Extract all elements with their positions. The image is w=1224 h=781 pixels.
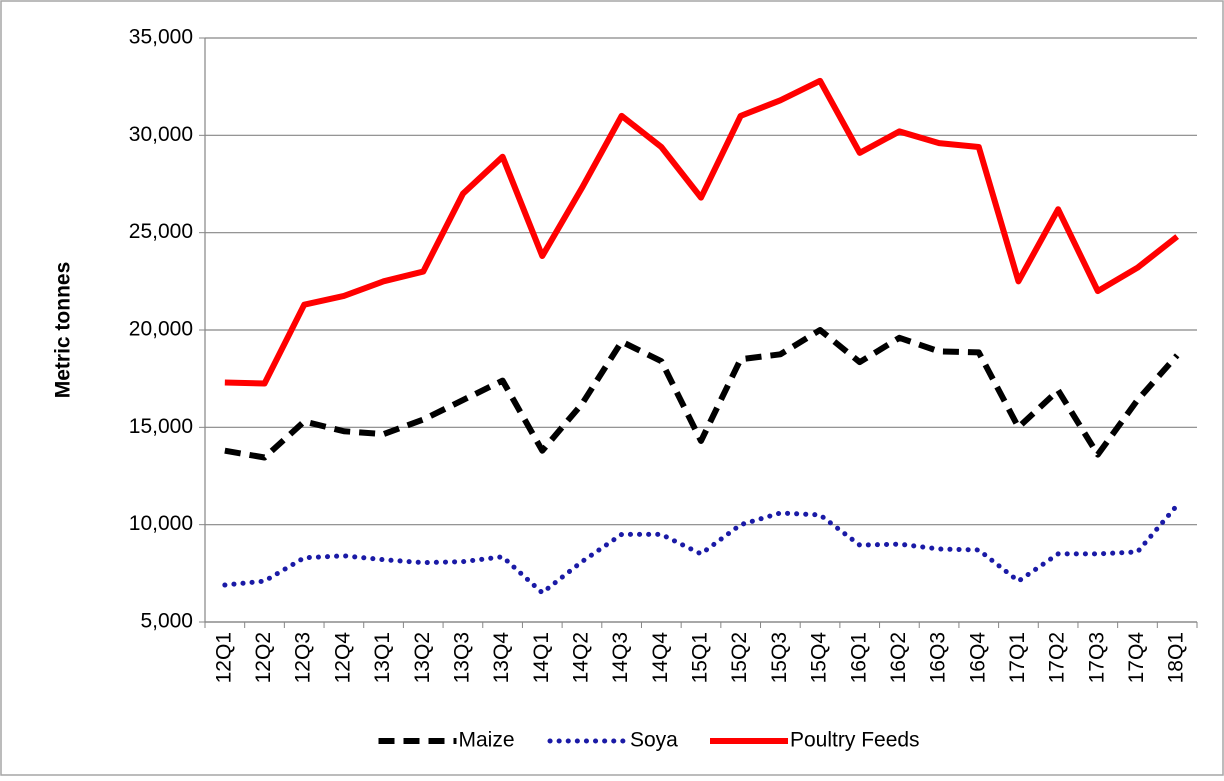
x-tick-label: 15Q3 — [768, 632, 791, 683]
x-tick-label: 13Q1 — [371, 632, 394, 683]
x-tick-label: 17Q1 — [1006, 632, 1029, 683]
x-tick-label: 12Q2 — [252, 632, 275, 683]
x-tick-label: 15Q4 — [808, 632, 831, 684]
x-tick-label: 12Q1 — [212, 632, 235, 683]
x-tick-label: 17Q3 — [1085, 632, 1108, 683]
y-tick-label: 25,000 — [129, 220, 193, 243]
y-tick-label: 35,000 — [129, 26, 193, 49]
x-tick-label: 13Q3 — [450, 632, 473, 683]
x-tick-label: 14Q4 — [649, 632, 672, 684]
x-tick-label: 16Q2 — [887, 632, 910, 683]
y-tick-label: 10,000 — [129, 512, 193, 535]
x-tick-label: 17Q2 — [1046, 632, 1069, 683]
legend-label: Soya — [630, 729, 678, 752]
x-tick-label: 16Q1 — [847, 632, 870, 683]
x-tick-label: 12Q3 — [292, 632, 315, 683]
x-tick-label: 15Q1 — [689, 632, 712, 683]
x-tick-label: 16Q4 — [966, 632, 989, 684]
x-tick-label: 14Q3 — [609, 632, 632, 683]
series-line — [224, 327, 1180, 461]
x-tick-label: 18Q1 — [1165, 632, 1188, 683]
x-tick-label: 15Q2 — [728, 632, 751, 683]
x-tick-label: 12Q4 — [331, 632, 354, 684]
x-tick-label: 17Q4 — [1125, 632, 1148, 684]
x-tick-label: 14Q2 — [570, 632, 593, 683]
y-tick-label: 20,000 — [129, 318, 193, 341]
x-tick-label: 14Q1 — [530, 632, 553, 683]
x-tick-label: 13Q2 — [411, 632, 434, 683]
series-line — [222, 502, 1180, 596]
legend-label: Poultry Feeds — [790, 729, 920, 752]
y-tick-label: 5,000 — [140, 610, 193, 633]
x-tick-label: 13Q4 — [490, 632, 513, 684]
x-tick-label: 16Q3 — [927, 632, 950, 683]
y-tick-label: 15,000 — [129, 415, 193, 438]
legend-label: Maize — [459, 729, 515, 752]
y-axis-label: Metric tonnes — [52, 262, 75, 399]
series-line — [224, 77, 1180, 387]
y-tick-label: 30,000 — [129, 123, 193, 146]
